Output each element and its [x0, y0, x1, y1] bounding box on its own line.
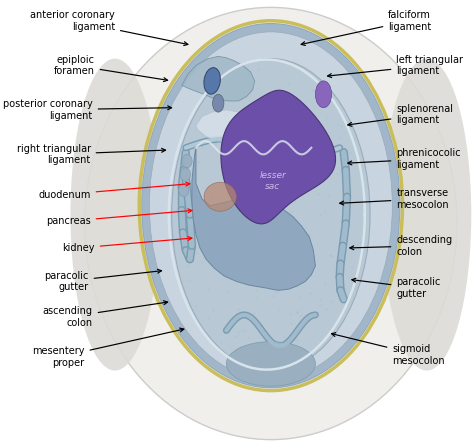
Ellipse shape — [179, 183, 189, 197]
Text: paracolic
gutter: paracolic gutter — [352, 277, 441, 299]
Ellipse shape — [71, 59, 160, 371]
Ellipse shape — [212, 94, 224, 112]
Ellipse shape — [142, 24, 400, 387]
Text: lesser
sac: lesser sac — [259, 172, 286, 191]
Ellipse shape — [204, 67, 220, 94]
Polygon shape — [196, 110, 311, 146]
Text: mesentery
proper: mesentery proper — [32, 328, 184, 368]
Ellipse shape — [182, 154, 192, 168]
Polygon shape — [182, 56, 255, 101]
Text: paracolic
gutter: paracolic gutter — [44, 269, 162, 292]
Ellipse shape — [226, 342, 315, 386]
Text: splenorenal
ligament: splenorenal ligament — [348, 104, 453, 127]
Ellipse shape — [315, 81, 332, 108]
Polygon shape — [192, 146, 315, 291]
Ellipse shape — [204, 182, 237, 211]
Text: pancreas: pancreas — [46, 209, 192, 226]
Text: anterior coronary
ligament: anterior coronary ligament — [30, 10, 188, 46]
Polygon shape — [221, 90, 336, 224]
Text: left triangular
ligament: left triangular ligament — [328, 55, 464, 77]
Text: descending
colon: descending colon — [350, 235, 453, 257]
Text: right triangular
ligament: right triangular ligament — [17, 143, 165, 165]
Text: epiploic
foramen: epiploic foramen — [54, 55, 168, 81]
Ellipse shape — [181, 168, 191, 181]
Text: sigmoid
mesocolon: sigmoid mesocolon — [331, 333, 445, 366]
Text: duodenum: duodenum — [38, 182, 190, 199]
Text: ascending
colon: ascending colon — [43, 301, 168, 328]
Text: phrenicocolic
ligament: phrenicocolic ligament — [348, 148, 461, 170]
Text: transverse
mesocolon: transverse mesocolon — [340, 188, 449, 210]
Ellipse shape — [172, 59, 370, 371]
Ellipse shape — [84, 8, 457, 439]
Ellipse shape — [141, 23, 401, 388]
Ellipse shape — [382, 59, 471, 371]
Ellipse shape — [149, 32, 392, 380]
Text: falciform
ligament: falciform ligament — [301, 10, 431, 46]
Text: posterior coronary
ligament: posterior coronary ligament — [3, 99, 172, 121]
Text: kidney: kidney — [62, 236, 192, 253]
